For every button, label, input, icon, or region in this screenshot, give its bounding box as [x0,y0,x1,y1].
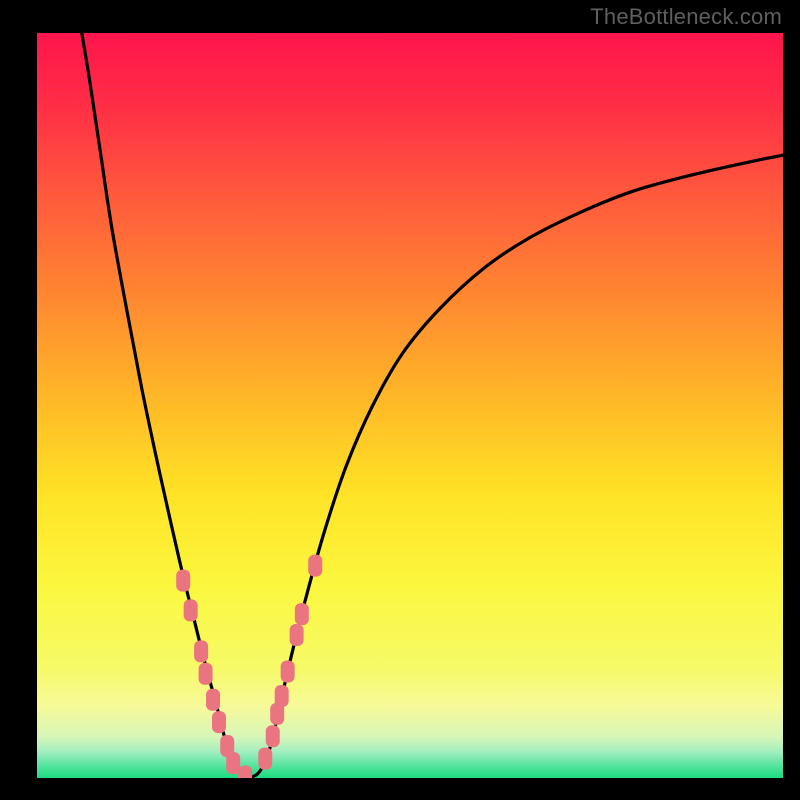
chart-plot-area [37,33,783,778]
data-marker [266,725,280,747]
data-marker [212,711,226,733]
data-marker [206,689,220,711]
data-marker [290,624,304,646]
data-marker [258,748,272,770]
watermark-text: TheBottleneck.com [590,4,782,30]
data-marker [281,660,295,682]
data-marker [275,685,289,707]
data-marker [184,599,198,621]
data-marker [226,752,240,774]
data-marker [199,663,213,685]
chart-stage: TheBottleneck.com [0,0,800,800]
data-marker [176,570,190,592]
data-marker [295,603,309,625]
data-marker [308,555,322,577]
bottleneck-curve-chart [0,0,800,800]
data-marker [194,640,208,662]
